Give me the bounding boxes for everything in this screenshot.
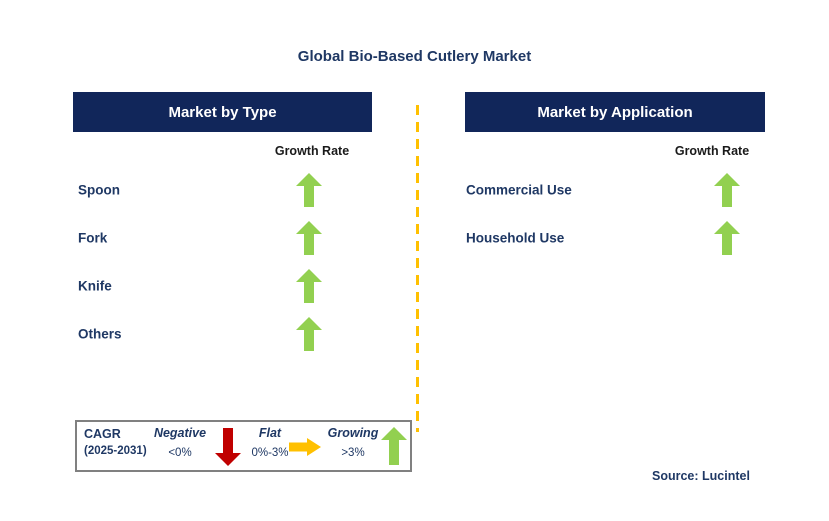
legend-growing-range: >3% — [341, 447, 365, 459]
application-row-commercial-use: Commercial Use — [465, 166, 765, 214]
cagr-legend-box: CAGR (2025-2031) Negative <0% Flat 0%-3%… — [75, 420, 412, 472]
flat-right-arrow-icon — [289, 438, 321, 461]
legend-negative-label: Negative — [153, 426, 207, 440]
segment-label: Commercial Use — [466, 182, 572, 198]
panel-header-market-by-application: Market by Application — [465, 92, 765, 132]
growth-up-arrow-icon — [296, 269, 322, 308]
panel-header-market-by-type: Market by Type — [73, 92, 372, 132]
legend-cagr-period: (2025-2031) — [84, 445, 147, 457]
legend-growing-label: Growing — [327, 426, 379, 440]
growth-up-arrow-icon — [296, 173, 322, 212]
segment-label: Fork — [78, 230, 108, 246]
growth-rate-label-type: Growth Rate — [274, 144, 350, 158]
source-attribution: Source: Lucintel — [652, 469, 750, 483]
legend-flat-label: Flat — [258, 426, 282, 440]
growth-up-arrow-icon — [296, 221, 322, 260]
negative-down-arrow-icon — [215, 428, 241, 471]
type-row-fork: Fork — [73, 214, 372, 262]
dashed-divider-line — [416, 105, 419, 432]
legend-flat-range: 0%-3% — [251, 447, 289, 459]
page-title: Global Bio-Based Cutlery Market — [297, 48, 532, 65]
growth-rate-label-application: Growth Rate — [674, 144, 750, 158]
growth-up-arrow-icon — [296, 317, 322, 356]
segment-label: Others — [78, 326, 122, 342]
growing-up-arrow-icon — [381, 427, 407, 470]
growth-up-arrow-icon — [714, 221, 740, 260]
application-row-household-use: Household Use — [465, 214, 765, 262]
type-row-others: Others — [73, 310, 372, 358]
segment-label: Household Use — [466, 230, 565, 246]
type-row-knife: Knife — [73, 262, 372, 310]
growth-up-arrow-icon — [714, 173, 740, 212]
legend-negative-range: <0% — [168, 447, 192, 459]
segment-label: Knife — [78, 278, 112, 294]
segment-label: Spoon — [78, 182, 120, 198]
type-row-spoon: Spoon — [73, 166, 372, 214]
legend-cagr-title: CAGR — [84, 427, 121, 441]
